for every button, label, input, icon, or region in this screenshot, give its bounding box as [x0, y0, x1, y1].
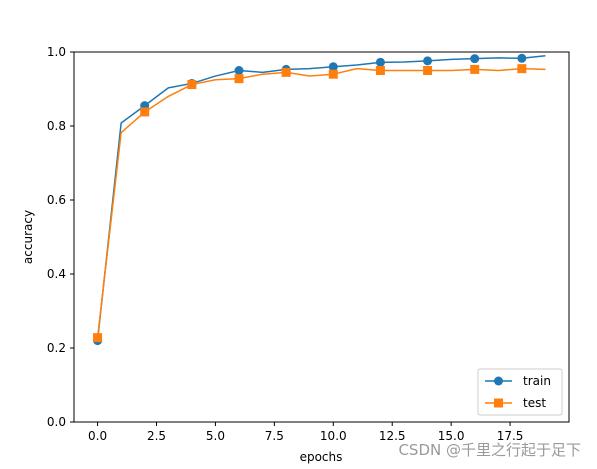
data-point-test: [234, 74, 244, 84]
data-point-test: [423, 66, 433, 75]
y-tick-label: 0.4: [47, 267, 66, 281]
x-tick-label: 15.0: [438, 429, 465, 443]
legend-label-train: train: [523, 374, 551, 388]
data-point-test: [187, 80, 197, 90]
data-point-train: [517, 53, 527, 63]
y-axis: 0.0 0.2 0.4 0.6 0.8 1.0: [47, 45, 74, 429]
y-tick-label: 0.0: [47, 415, 66, 429]
legend-marker-train: [494, 376, 503, 386]
y-axis-label: accuracy: [21, 210, 35, 264]
x-axis: 0.0 2.5 5.0 7.5 10.0 12.5 15.0 17.5: [88, 422, 523, 443]
x-tick-label: 7.5: [265, 429, 284, 443]
data-point-test: [375, 66, 385, 75]
data-point-train: [234, 66, 244, 75]
data-point-test: [93, 333, 103, 343]
legend: train test: [477, 368, 563, 416]
data-point-test: [281, 67, 291, 77]
watermark: CSDN @千里之行起于足下: [398, 441, 581, 459]
data-point-test: [517, 64, 527, 74]
y-tick-label: 0.8: [47, 119, 66, 133]
data-point-train: [423, 56, 433, 66]
series-layer: [93, 53, 546, 346]
y-tick-label: 0.2: [47, 341, 66, 355]
data-point-test: [328, 69, 338, 79]
x-tick-label: 12.5: [379, 429, 406, 443]
data-point-test: [140, 107, 150, 117]
x-tick-label: 5.0: [206, 429, 225, 443]
data-point-train: [375, 57, 385, 67]
y-tick-label: 0.6: [47, 193, 66, 207]
data-point-test: [470, 64, 480, 74]
legend-marker-test: [494, 398, 503, 408]
legend-label-test: test: [523, 396, 546, 410]
x-tick-label: 10.0: [320, 429, 347, 443]
data-point-train: [328, 62, 338, 72]
y-tick-label: 1.0: [47, 45, 66, 59]
x-tick-label: 0.0: [88, 429, 107, 443]
x-axis-label: epochs: [300, 450, 343, 464]
x-tick-label: 2.5: [147, 429, 166, 443]
data-point-train: [470, 54, 480, 64]
x-tick-label: 17.5: [497, 429, 524, 443]
plot-area: [74, 52, 569, 422]
plot-frame: [73, 51, 570, 423]
